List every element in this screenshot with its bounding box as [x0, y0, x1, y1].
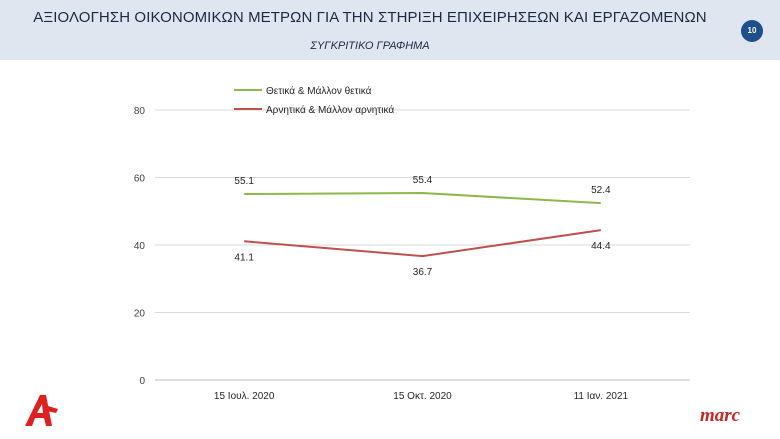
data-label: 36.7 — [413, 267, 433, 278]
legend-label: Αρνητικά & Μάλλον αρνητικά — [266, 104, 394, 116]
y-tick-label: 80 — [134, 106, 146, 117]
page-number-badge: 10 — [741, 20, 763, 42]
y-tick-label: 40 — [134, 241, 146, 252]
data-label: 41.1 — [234, 252, 254, 263]
series-line-1 — [244, 192, 601, 205]
y-tick-label: 20 — [134, 309, 146, 320]
x-tick-label: 15 Ιουλ. 2020 — [214, 391, 275, 402]
marc-logo: marc — [700, 405, 741, 426]
page-subtitle: ΣΥΓΚΡΙΤΙΚΟ ΓΡΑΦΗΜΑ — [310, 40, 430, 52]
data-label: 52.4 — [591, 185, 611, 196]
x-tick-label: 11 Ιαν. 2021 — [574, 391, 629, 402]
series-line-2 — [244, 229, 601, 258]
y-tick-label: 0 — [139, 376, 145, 387]
alpha-logo-icon — [25, 395, 58, 426]
data-label: 44.4 — [591, 241, 611, 252]
legend-label: Θετικά & Μάλλον θετικά — [266, 85, 372, 97]
page-title: ΑΞΙΟΛΟΓΗΣΗ ΟΙΚΟΝΟΜΙΚΩΝ ΜΕΤΡΩΝ ΓΙΑ ΤΗΝ ΣΤ… — [33, 9, 707, 26]
header-bar: ΑΞΙΟΛΟΓΗΣΗ ΟΙΚΟΝΟΜΙΚΩΝ ΜΕΤΡΩΝ ΓΙΑ ΤΗΝ ΣΤ… — [0, 0, 780, 60]
x-tick-label: 15 Οκτ. 2020 — [393, 391, 452, 402]
y-tick-label: 60 — [134, 174, 146, 185]
data-label: 55.1 — [234, 176, 254, 187]
data-label: 55.4 — [413, 175, 433, 186]
